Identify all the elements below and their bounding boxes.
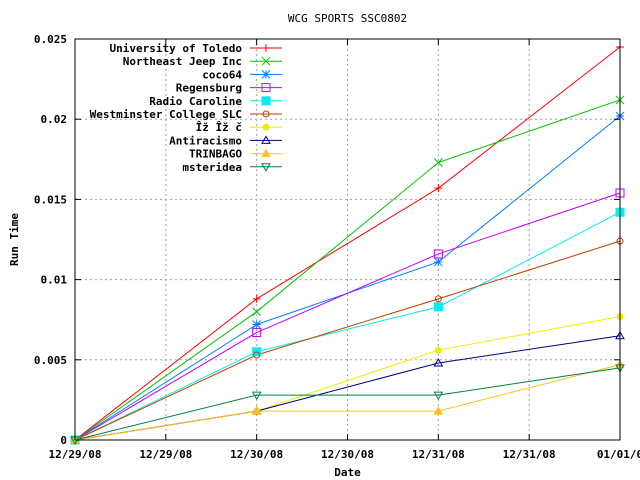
x-axis-label: Date: [334, 466, 361, 479]
legend-label: Antiracismo: [169, 134, 242, 147]
grid-lines: [75, 39, 620, 440]
y-axis-label: Run Time: [8, 213, 21, 266]
series-line: [74, 192, 621, 441]
data-point-marker: [261, 83, 271, 93]
series-line: [74, 46, 621, 441]
x-tick-label: 01/01/0: [597, 448, 640, 461]
data-point-marker: [262, 123, 270, 131]
legend-label: Radio Caroline: [149, 95, 242, 108]
y-tick-label: 0.015: [34, 193, 67, 206]
data-point-marker: [261, 56, 271, 66]
y-tick-label: 0.005: [34, 354, 67, 367]
x-tick-label: 12/29/08: [139, 448, 192, 461]
data-point-marker: [433, 302, 443, 312]
legend-label: Îž Îž č: [196, 121, 242, 134]
x-tick-label: 12/29/08: [49, 448, 102, 461]
series-line: [74, 367, 621, 441]
data-point-marker: [251, 406, 262, 415]
data-point-marker: [433, 391, 444, 401]
data-point-marker: [433, 158, 443, 167]
data-point-marker: [253, 351, 261, 359]
data-point-marker: [434, 346, 442, 354]
data-point-marker: [251, 391, 262, 401]
data-point-marker: [433, 406, 444, 415]
data-point-marker: [252, 320, 262, 329]
data-point-marker: [262, 110, 270, 118]
series-line: [74, 364, 621, 441]
data-point-marker: [433, 257, 443, 267]
y-tick-label: 0.02: [41, 113, 68, 126]
data-point-marker: [262, 44, 270, 52]
data-point-marker: [261, 163, 271, 172]
data-point-marker: [434, 295, 442, 303]
x-tick-label: 12/30/08: [321, 448, 374, 461]
x-tick-label: 12/31/08: [412, 448, 465, 461]
legend-label: Regensburg: [176, 82, 242, 95]
y-tick-label: 0: [60, 434, 67, 447]
legend-label: TRINBAGO: [189, 148, 242, 161]
data-point-marker: [433, 249, 443, 259]
data-point-marker: [252, 307, 262, 317]
y-tick-label: 0.01: [41, 274, 68, 287]
legend-label: Northeast Jeep Inc: [123, 55, 242, 68]
data-point-marker: [434, 184, 443, 193]
legend-label: msteridea: [182, 161, 242, 174]
data-point-marker: [261, 96, 271, 106]
data-point-marker: [261, 135, 271, 144]
data-point-marker: [252, 294, 261, 303]
data-point-marker: [261, 148, 271, 158]
x-tick-label: 12/31/08: [503, 448, 556, 461]
series-line: [74, 211, 621, 441]
chart-title: WCG SPORTS SSC0802: [288, 12, 407, 25]
series-line: [74, 99, 621, 441]
series-lines: [74, 46, 621, 441]
y-tick-label: 0.025: [34, 33, 67, 46]
axis-ticks: 0 0.005 0.01 0.015 0.02 0.025 12/29/08 12/29/08…: [34, 33, 640, 461]
legend-label: coco64: [202, 68, 242, 81]
data-point-marker: [252, 328, 262, 338]
data-point-marker: [433, 358, 444, 367]
x-tick-label: 12/30/08: [230, 448, 283, 461]
legend-label: University of Toledo: [110, 42, 243, 55]
data-point-marker: [261, 70, 271, 79]
series-line: [74, 240, 621, 441]
legend-label: Westminster College SLC: [90, 108, 242, 121]
